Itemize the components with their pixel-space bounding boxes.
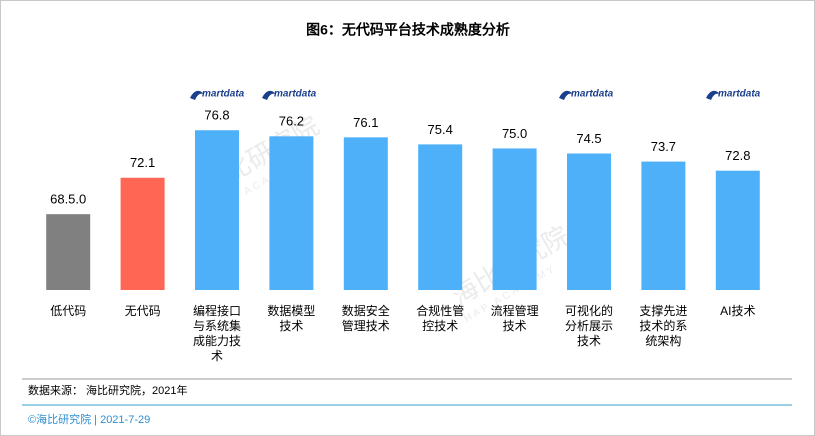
bar	[120, 177, 165, 290]
logo-swoosh	[559, 90, 573, 100]
logo: martdata	[190, 89, 245, 100]
logo: martdata	[262, 89, 317, 100]
label-line: 控技术	[422, 319, 458, 333]
label-line: 与系统集	[193, 318, 241, 333]
logo-text: martdata	[274, 89, 317, 100]
label-line: 编程接口	[193, 303, 241, 318]
x-tick-label: AI技术	[720, 304, 755, 318]
logo: martdata	[706, 89, 761, 100]
value-label: 75.0	[502, 126, 527, 141]
label-line: 成能力技	[193, 334, 241, 348]
value-label: 75.4	[428, 122, 453, 137]
x-tick-label: 支撑先进技术的系统架构	[639, 303, 687, 348]
x-tick-label: 合规性管控技术	[416, 303, 464, 333]
label-line: 技术	[279, 319, 303, 333]
x-tick-label: 流程管理技术	[491, 303, 539, 333]
x-tick-label: 编程接口与系统集成能力技术	[193, 303, 241, 363]
bar	[343, 137, 388, 290]
bar	[715, 170, 760, 290]
footer: ©海比研究院 | 2021-7-29	[28, 412, 150, 426]
label-line: 术	[211, 349, 223, 363]
logo-swoosh	[190, 90, 204, 100]
source: 数据来源： 海比研究院，2021年	[28, 383, 188, 397]
value-label: 76.8	[204, 108, 229, 123]
logo-swoosh	[706, 90, 720, 100]
bar	[567, 153, 611, 290]
bar	[46, 214, 91, 290]
logo-text: martdata	[202, 89, 245, 100]
x-tick-label: 低代码	[50, 304, 86, 318]
value-label: 72.1	[130, 155, 155, 170]
label-line: 统架构	[645, 333, 681, 348]
label-line: 可视化的	[565, 303, 613, 318]
x-tick-label: 可视化的分析展示技术	[565, 303, 613, 348]
bar	[492, 148, 537, 290]
label-line: 技术的系	[639, 318, 687, 333]
logo-swoosh	[262, 90, 276, 100]
logo: martdata	[559, 89, 614, 100]
label-line: 数据安全	[342, 303, 390, 318]
label-line: 合规性管	[416, 303, 464, 318]
bar	[641, 161, 686, 290]
value-label: 74.5	[576, 131, 601, 146]
label-line: 技术	[577, 334, 601, 348]
x-tick-label: 无代码	[125, 304, 161, 318]
label-line: 技术	[503, 319, 527, 333]
bar	[418, 144, 463, 290]
label-line: 管理技术	[342, 318, 390, 333]
value-label: 72.8	[725, 148, 750, 163]
value-label: 76.2	[279, 114, 304, 129]
x-tick-label: 数据模型技术	[267, 303, 315, 333]
logo-text: martdata	[571, 89, 614, 100]
logos: martdata martdata martdata martdata	[190, 89, 761, 100]
logo-text: martdata	[718, 89, 761, 100]
bar	[195, 130, 239, 290]
label-line: 数据模型	[267, 303, 315, 318]
bar	[269, 136, 314, 290]
label-line: 支撑先进	[639, 303, 687, 318]
x-tick-label: 数据安全管理技术	[342, 303, 390, 333]
label-line: 分析展示	[565, 319, 613, 333]
label-line: 流程管理	[491, 303, 539, 318]
chart-title: 图6：无代码平台技术成熟度分析	[306, 22, 510, 38]
value-label: 68.5.0	[50, 192, 86, 207]
value-label: 76.1	[353, 115, 378, 130]
value-label: 73.7	[651, 139, 676, 154]
